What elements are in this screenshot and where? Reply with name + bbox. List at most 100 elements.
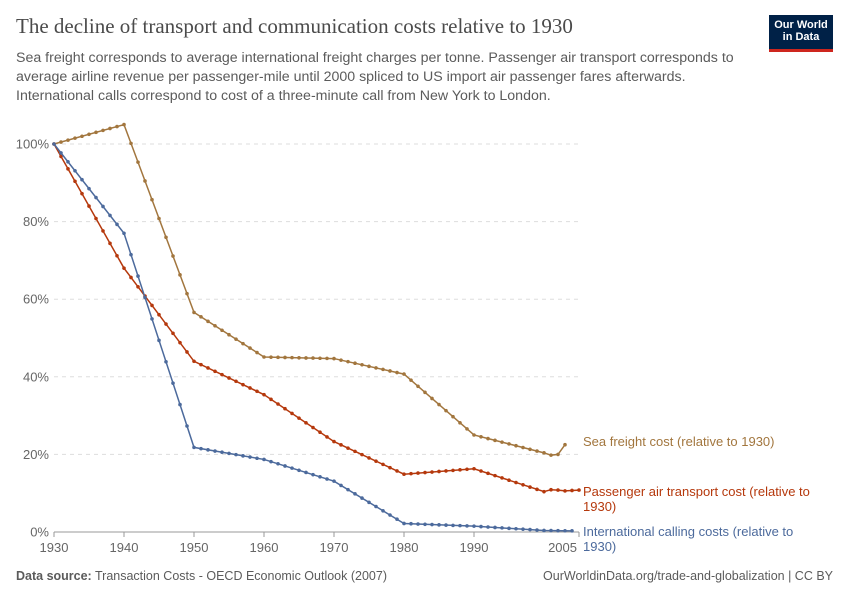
data-point [185,350,189,354]
data-point [367,500,371,505]
chart-subtitle: Sea freight corresponds to average inter… [16,50,734,104]
data-point [325,477,329,481]
data-point [59,154,63,159]
data-point [220,328,224,333]
data-point [115,222,119,227]
data-point [542,489,546,494]
data-point [402,372,406,376]
data-point [381,462,385,467]
data-point [500,476,504,480]
data-point [339,358,343,362]
data-point [213,449,217,453]
data-point [388,513,392,517]
data-point [206,366,210,370]
data-point [129,141,133,146]
x-tick-label: 1940 [110,540,139,555]
series-line [53,123,566,456]
data-point [283,464,287,468]
data-point [563,528,567,533]
data-point [556,528,560,533]
data-point [549,528,553,533]
data-point [108,213,112,218]
data-point [458,523,462,528]
data-point [157,216,161,221]
data-point [269,355,273,359]
data-point [479,434,483,439]
data-point [213,369,217,374]
data-point [262,355,266,359]
data-point [80,134,84,139]
data-point [248,455,252,459]
data-point [570,529,574,533]
data-point [80,177,84,182]
data-point [248,346,252,350]
data-point [241,382,245,387]
source-label: Data source: [16,569,92,583]
logo-line-2: in Data [782,31,820,43]
data-point [297,355,301,360]
source-text[interactable]: Transaction Costs - OECD Economic Outloo… [94,569,387,583]
data-point [556,488,560,492]
data-point [416,522,420,526]
data-point [465,427,469,431]
data-point [423,470,427,475]
data-point [241,341,245,346]
series-label: Passenger air transport cost (relative t… [583,484,810,514]
data-point [255,350,259,355]
data-point [577,488,581,492]
data-point [353,449,357,454]
data-point [514,480,518,485]
data-point [241,454,245,458]
data-point [157,338,161,343]
y-tick-label: 80% [23,214,49,229]
data-point [59,140,63,144]
data-point [283,406,287,411]
data-point [262,457,266,462]
data-point [234,337,238,341]
data-point [465,524,469,528]
data-point [248,386,252,390]
data-point [318,356,322,361]
data-point [451,468,455,473]
x-tick-label: 2005 [548,540,577,555]
data-point [388,465,392,470]
data-point [451,414,455,419]
footer-url[interactable]: OurWorldinData.org/trade-and-globalizati… [543,569,833,583]
data-point [402,521,406,526]
data-point [227,451,231,456]
data-point [332,439,336,444]
data-point [472,524,476,528]
data-point [486,525,490,529]
data-point [423,522,427,527]
data-point [108,126,112,131]
data-point [304,421,308,425]
data-point [220,450,224,455]
owid-logo[interactable]: Our World in Data [769,15,833,52]
data-point [542,528,546,533]
data-point [73,179,77,184]
data-point [339,443,343,447]
data-point [388,369,392,373]
data-point [381,367,385,372]
data-point [178,273,182,277]
data-point [87,186,91,191]
data-point [360,496,364,500]
data-point [234,379,238,384]
data-point [479,469,483,473]
data-point [409,378,413,382]
data-point [178,340,182,345]
data-point [192,359,196,364]
data-point [395,370,399,375]
data-point [59,151,63,155]
data-point [430,470,434,474]
data-point [304,470,308,475]
data-point [269,397,273,402]
data-point [122,122,126,127]
data-point [535,449,539,453]
data-point [66,167,70,171]
data-point [486,471,490,476]
data-point [318,430,322,435]
data-point [444,469,448,473]
